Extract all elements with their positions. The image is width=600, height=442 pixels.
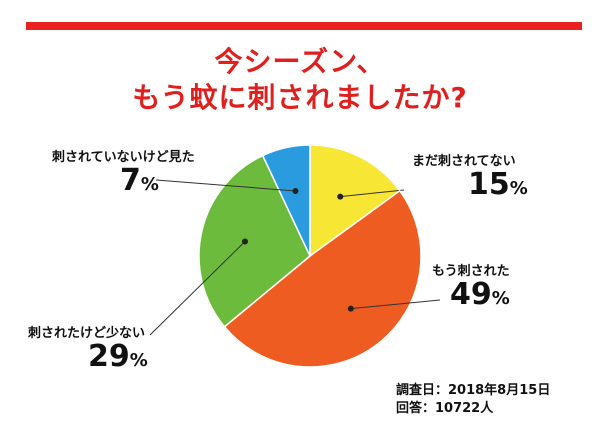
label-already-bitten-name: もう刺された <box>432 264 510 279</box>
leader-dot-seen-not-bitten <box>292 188 299 195</box>
chart-title-line-1: 今シーズン、 <box>214 45 386 78</box>
label-bitten-a-little-value: 29% <box>88 339 148 374</box>
label-seen-not-bitten: 刺されていないけど見た 7% <box>52 146 195 201</box>
top-accent-bar <box>26 22 582 30</box>
pie-slice-not-bitten <box>309 144 401 258</box>
label-already-bitten: もう刺された 49% <box>432 260 510 315</box>
label-already-bitten-value: 49% <box>450 277 510 312</box>
chart-title-line-2: もう蚊に刺されましたか? <box>132 81 468 114</box>
label-not-bitten-value: 15% <box>468 167 528 202</box>
pie-slice-already-bitten <box>223 189 422 368</box>
label-seen-not-bitten-value: 7% <box>120 163 159 198</box>
label-not-bitten-name: まだ刺されてない <box>412 154 516 169</box>
response-count: 回答：10722人 <box>396 401 494 416</box>
leader-line-seen-not-bitten <box>155 179 296 192</box>
survey-date: 調査日：2018年8月15日 <box>396 383 551 398</box>
pie-slice-seen-not-bitten <box>261 144 311 257</box>
label-seen-not-bitten-name: 刺されていないけど見た <box>52 150 195 165</box>
label-bitten-a-little: 刺されたけど少ない 29% <box>28 322 148 377</box>
leader-line-bitten-a-little <box>149 241 246 336</box>
leader-dot-already-bitten <box>347 305 354 312</box>
leader-line-already-bitten <box>350 299 441 310</box>
label-not-bitten: まだ刺されてない 15% <box>412 150 528 205</box>
leader-dot-not-bitten <box>337 193 344 200</box>
leader-line-not-bitten <box>340 189 405 198</box>
label-bitten-a-little-name: 刺されたけど少ない <box>28 326 146 341</box>
leader-dot-bitten-a-little <box>242 238 249 245</box>
survey-footer: 調査日：2018年8月15日 回答：10722人 <box>396 382 550 418</box>
